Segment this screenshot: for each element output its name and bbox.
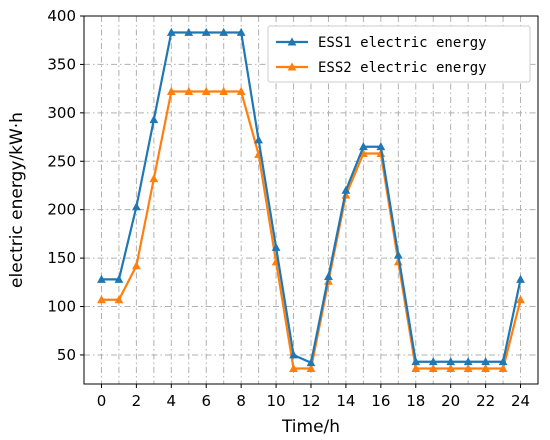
data-point-marker xyxy=(114,274,124,283)
data-point-marker xyxy=(289,363,298,372)
legend-box xyxy=(267,25,531,83)
data-point-marker xyxy=(411,357,421,366)
data-point-marker xyxy=(428,363,438,372)
y-tick-label: 50 xyxy=(57,346,76,364)
x-axis-label: Time/h xyxy=(281,417,340,437)
grid-lines xyxy=(84,15,538,384)
legend-label: ESS2 electric energy xyxy=(318,60,487,76)
data-point-marker xyxy=(411,363,421,372)
x-tick-label: 4 xyxy=(167,392,177,410)
data-point-marker xyxy=(463,357,473,366)
legend-label: ESS1 electric energy xyxy=(318,35,487,51)
y-tick-label: 150 xyxy=(47,249,76,267)
data-point-marker xyxy=(97,295,106,304)
data-point-marker xyxy=(463,363,473,372)
data-point-marker xyxy=(428,357,438,366)
x-tick-label: 6 xyxy=(201,392,211,410)
data-point-marker xyxy=(481,363,490,372)
x-tick-label: 0 xyxy=(97,392,107,410)
y-tick-label: 200 xyxy=(47,201,76,219)
x-tick-label: 2 xyxy=(132,392,142,410)
legend-entry: ESS1 electric energy xyxy=(276,35,487,51)
legend-marker xyxy=(287,62,297,71)
data-point-marker xyxy=(219,86,229,95)
x-tick-label: 22 xyxy=(476,392,495,410)
y-tick-label: 250 xyxy=(47,152,76,170)
y-axis-label: electric energy/kW·h xyxy=(7,112,27,288)
data-point-marker xyxy=(97,274,106,283)
data-point-marker xyxy=(498,363,508,372)
data-point-marker xyxy=(114,295,124,304)
data-point-marker xyxy=(446,357,456,366)
data-point-marker xyxy=(393,250,403,259)
series-1 xyxy=(97,27,525,367)
x-tick-label: 14 xyxy=(336,392,355,410)
x-tick-label: 16 xyxy=(371,392,390,410)
y-tick-label: 100 xyxy=(47,298,76,316)
y-tick-label: 350 xyxy=(47,55,76,73)
data-point-marker xyxy=(516,295,525,304)
data-point-marker xyxy=(359,142,368,151)
y-tick-label: 300 xyxy=(47,104,76,122)
data-point-marker xyxy=(306,358,316,367)
axis-ticks: 0 2 4 6 8 10 12 14 16 18 20 22 245010015020025030035… xyxy=(47,7,530,410)
x-tick-label: 10 xyxy=(267,392,286,410)
data-point-marker xyxy=(376,142,386,151)
data-point-marker xyxy=(236,86,246,95)
data-point-marker xyxy=(166,86,176,95)
data-point-marker xyxy=(481,357,490,366)
data-point-marker xyxy=(132,261,141,270)
y-tick-label: 400 xyxy=(47,7,76,25)
data-point-marker xyxy=(184,86,194,95)
legend: ESS1 electric energy ESS2 electric energy xyxy=(267,25,531,83)
data-point-marker xyxy=(516,274,525,283)
data-point-marker xyxy=(201,27,211,36)
data-point-marker xyxy=(236,27,246,36)
data-point-marker xyxy=(219,27,229,36)
data-point-marker xyxy=(271,242,281,251)
data-point-marker xyxy=(254,135,263,144)
data-point-marker xyxy=(184,27,194,36)
x-tick-label: 12 xyxy=(301,392,320,410)
legend-marker xyxy=(287,37,297,46)
x-tick-label: 24 xyxy=(511,392,530,410)
data-point-marker xyxy=(306,363,316,372)
data-point-marker xyxy=(201,86,211,95)
x-tick-label: 18 xyxy=(406,392,425,410)
series-layer xyxy=(97,27,525,372)
data-point-marker xyxy=(341,185,351,194)
x-tick-label: 20 xyxy=(441,392,460,410)
data-point-marker xyxy=(289,350,298,359)
data-point-marker xyxy=(149,115,159,124)
data-point-marker xyxy=(324,271,333,280)
x-tick-label: 8 xyxy=(236,392,246,410)
data-point-marker xyxy=(132,202,141,211)
data-point-marker xyxy=(149,174,159,183)
legend-entry: ESS2 electric energy xyxy=(276,60,487,76)
data-point-marker xyxy=(498,357,508,366)
data-point-marker xyxy=(446,363,456,372)
data-point-marker xyxy=(166,27,176,36)
